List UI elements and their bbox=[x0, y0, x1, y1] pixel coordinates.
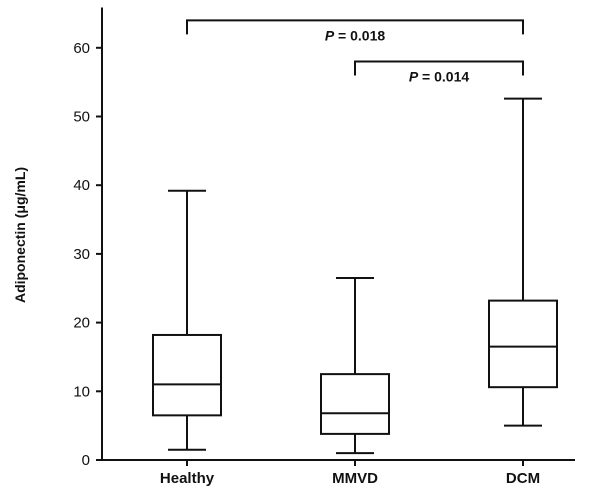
y-tick-label: 20 bbox=[73, 315, 90, 332]
p-value: = 0.014 bbox=[418, 69, 469, 85]
x-category-label: DCM bbox=[506, 470, 540, 487]
iqr-box bbox=[320, 373, 390, 435]
significance-bracket bbox=[186, 19, 524, 35]
y-tick-label: 10 bbox=[73, 383, 90, 400]
p-value-label: P = 0.014 bbox=[409, 69, 470, 85]
p-value-label: P = 0.018 bbox=[325, 27, 386, 43]
x-category-label: MMVD bbox=[332, 470, 378, 487]
axes: 0 10 20 30 40 50 60 Healthy MMVD DCM bbox=[73, 7, 575, 487]
x-category-label: Healthy bbox=[160, 470, 215, 487]
iqr-box bbox=[488, 299, 558, 389]
y-tick-label: 0 bbox=[82, 452, 90, 469]
y-tick-label: 30 bbox=[73, 246, 90, 263]
p-value: = 0.018 bbox=[334, 27, 385, 43]
p-prefix: P bbox=[409, 69, 419, 85]
y-axis-title: Adiponectin (μg/mL) bbox=[12, 167, 28, 303]
y-tick-label: 60 bbox=[73, 40, 90, 57]
p-prefix: P bbox=[325, 27, 335, 43]
y-tick-label: 40 bbox=[73, 177, 90, 194]
significance-bracket bbox=[354, 60, 524, 76]
boxes bbox=[152, 97, 558, 455]
y-tick-label: 50 bbox=[73, 109, 90, 126]
iqr-box bbox=[152, 333, 222, 417]
